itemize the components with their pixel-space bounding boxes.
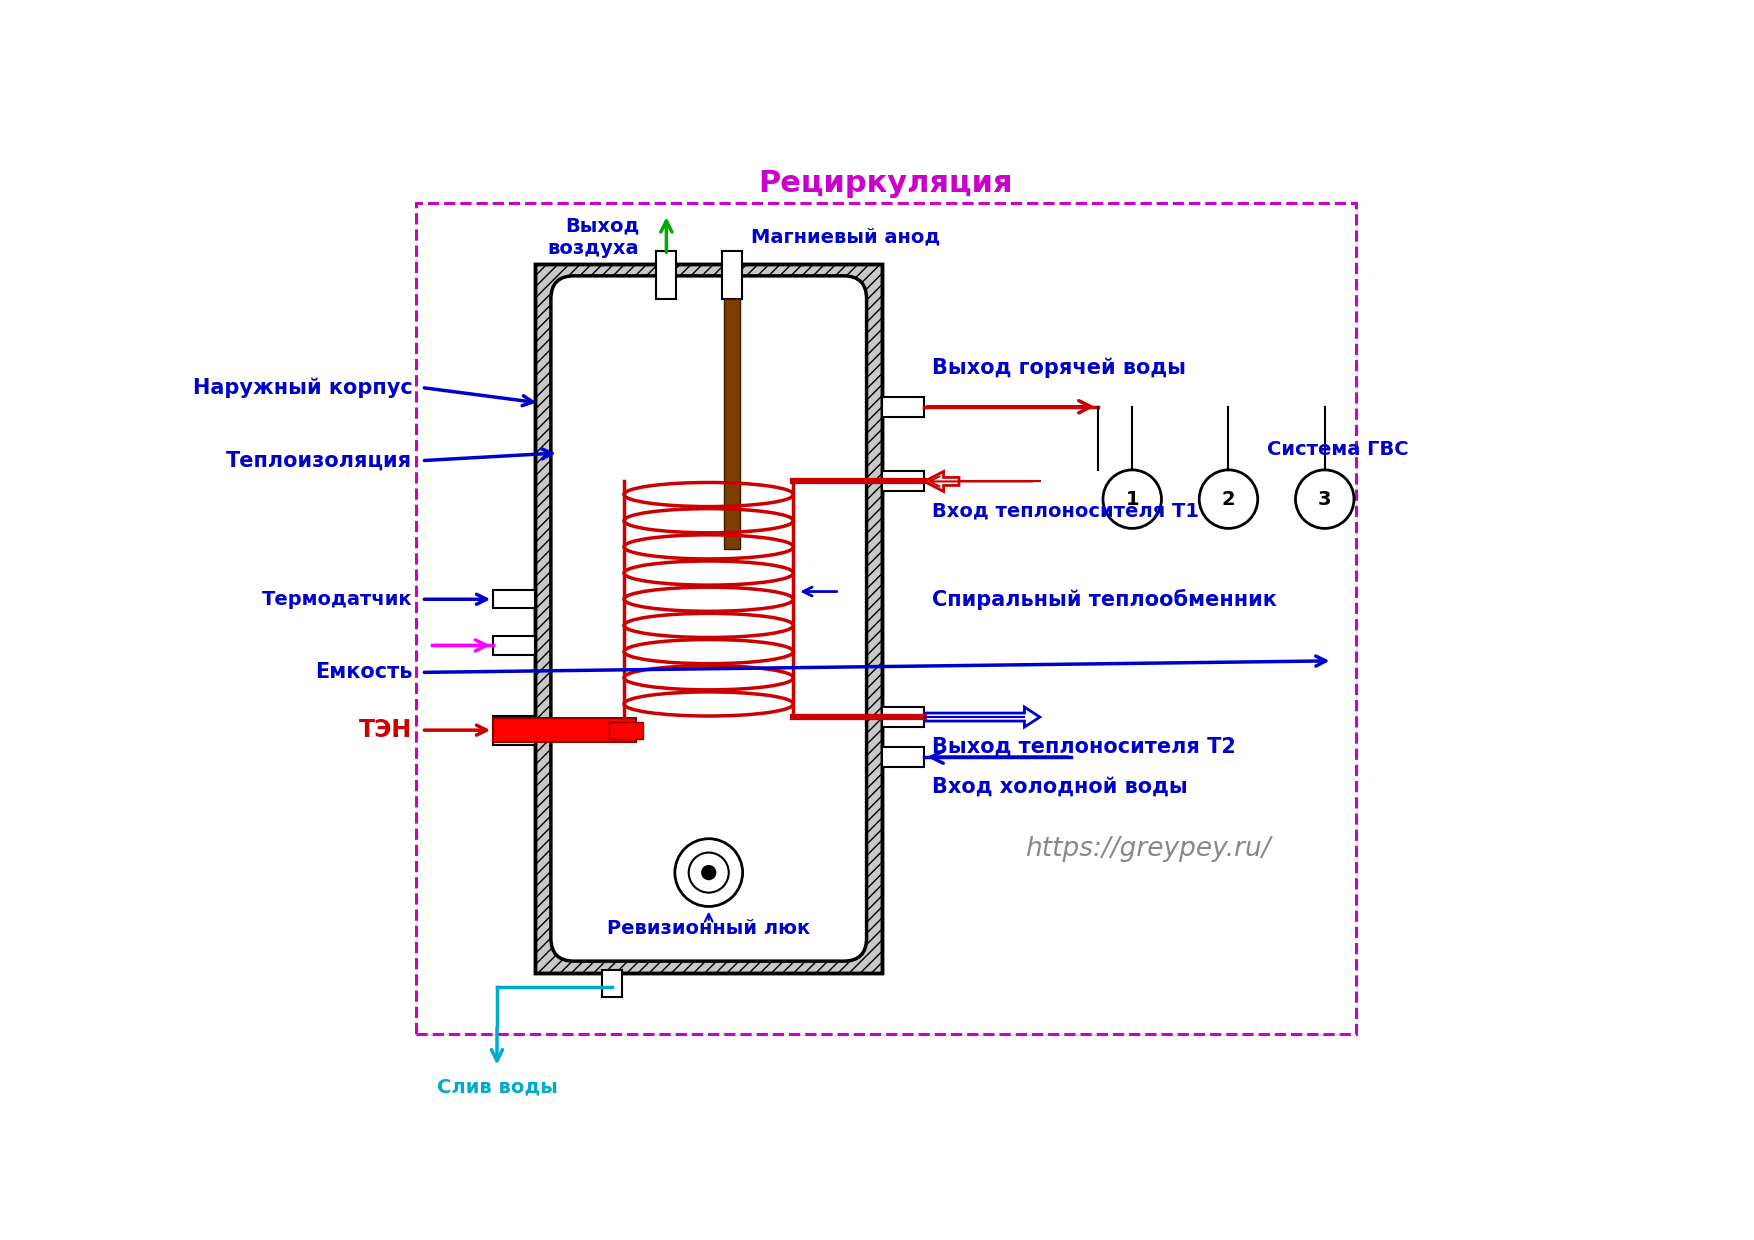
Text: Термодатчик: Термодатчик [261,590,412,609]
Text: Емкость: Емкость [316,662,412,682]
Bar [882,707,924,727]
Text: Система ГВС: Система ГВС [1266,440,1408,459]
Text: Вход холодной воды: Вход холодной воды [931,776,1187,796]
Text: 2: 2 [1223,490,1235,508]
Bar [493,590,535,609]
Bar [609,722,644,739]
FancyBboxPatch shape [551,275,866,961]
Text: Рециркуляция: Рециркуляция [758,169,1014,198]
Text: Выход горячей воды: Выход горячей воды [931,358,1186,378]
Text: ТЭН: ТЭН [360,718,412,743]
Bar [656,252,677,299]
Bar [567,291,851,946]
Bar [535,264,882,972]
Circle shape [702,866,716,879]
Bar [535,264,882,972]
Bar [724,299,740,549]
Text: Магниевый анод: Магниевый анод [751,228,940,247]
Bar [493,715,535,745]
Text: Теплоизоляция: Теплоизоляция [226,450,412,471]
Text: Вход теплоносителя Т1: Вход теплоносителя Т1 [931,501,1200,521]
Text: Выход теплоносителя Т2: Выход теплоносителя Т2 [931,737,1237,756]
Bar [882,746,924,768]
Circle shape [1103,470,1161,528]
Bar [493,636,535,655]
Text: Слив воды: Слив воды [437,1078,558,1096]
Bar [416,202,1356,1034]
Text: Выход
воздуха: Выход воздуха [547,217,640,258]
Text: Спиральный теплообменник: Спиральный теплообменник [931,589,1277,610]
Text: Наружный корпус: Наружный корпус [193,377,412,398]
Circle shape [1296,470,1354,528]
Text: 1: 1 [1126,490,1138,508]
Bar [882,471,924,491]
Text: https://greypey.ru/: https://greypey.ru/ [1024,837,1270,863]
Text: 3: 3 [1317,490,1331,508]
Circle shape [675,838,742,906]
Bar [882,397,924,417]
Bar [493,718,635,743]
Circle shape [689,853,728,893]
Bar [602,971,623,997]
Text: Ревизионный люк: Ревизионный люк [607,919,810,937]
Bar [723,252,742,299]
Circle shape [1200,470,1258,528]
